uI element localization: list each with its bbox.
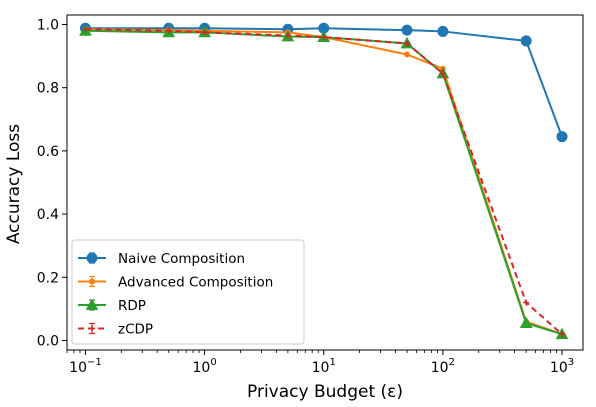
legend-marker — [89, 325, 95, 332]
data-point — [404, 40, 411, 47]
data-point — [520, 35, 532, 47]
y-tick-label: 1.0 — [37, 17, 59, 33]
legend-item: zCDP — [78, 322, 153, 338]
series-line — [85, 28, 563, 335]
legend-marker — [89, 278, 95, 285]
y-tick-label: 0.0 — [37, 334, 59, 350]
data-point — [559, 331, 566, 338]
x-tick-label: 100 — [192, 357, 216, 376]
x-tick-label: 10−1 — [69, 357, 102, 376]
y-tick-label: 0.6 — [37, 144, 59, 160]
data-point — [201, 29, 208, 36]
data-point — [320, 34, 327, 41]
y-axis: 0.0 0.2 0.4 0.6 0.8 1.0 — [37, 17, 67, 350]
legend: Naive Composition Advanced Composition RDP… — [71, 239, 305, 345]
data-point — [404, 51, 411, 58]
legend-marker — [86, 252, 98, 264]
data-point — [437, 25, 449, 37]
legend-label: Advanced Composition — [118, 275, 273, 291]
y-tick-label: 0.4 — [37, 207, 59, 223]
legend-frame — [71, 239, 305, 345]
y-tick-label: 0.8 — [37, 81, 59, 97]
x-tick-label: 102 — [431, 357, 455, 376]
legend-marker — [85, 298, 99, 310]
legend-item: Advanced Composition — [78, 275, 273, 291]
legend-item: RDP — [78, 298, 146, 314]
legend-label: Naive Composition — [118, 251, 245, 267]
data-point — [439, 70, 446, 77]
data-point — [401, 24, 413, 36]
x-tick-label: 101 — [312, 357, 336, 376]
data-point — [556, 131, 568, 143]
y-axis-label: Accuracy Loss — [4, 124, 24, 244]
x-axis-label: Privacy Budget (ε) — [247, 382, 403, 402]
data-point — [523, 299, 530, 306]
x-tick-label: 103 — [550, 357, 574, 376]
y-tick-label: 0.2 — [37, 270, 59, 286]
data-point — [519, 316, 533, 329]
legend-label: zCDP — [118, 322, 153, 338]
legend-label: RDP — [118, 298, 146, 314]
series-zcdp — [82, 26, 566, 338]
x-axis: 10−1 100 101 102 103 — [66, 350, 574, 376]
data-point — [284, 32, 291, 39]
legend-item: Naive Composition — [78, 251, 245, 267]
data-point — [165, 27, 172, 34]
series-layer — [79, 22, 569, 340]
data-point — [82, 26, 89, 33]
